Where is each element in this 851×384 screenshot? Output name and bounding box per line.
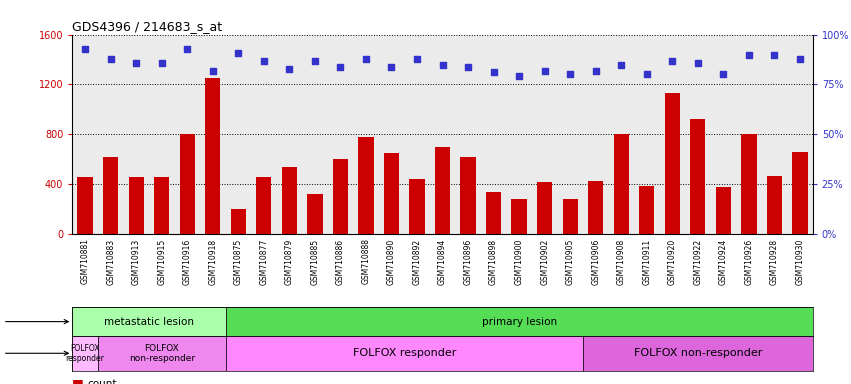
Point bbox=[793, 55, 807, 61]
Bar bbox=[741, 134, 757, 234]
Bar bbox=[226, 336, 583, 371]
Point bbox=[768, 51, 781, 58]
Bar bbox=[716, 187, 731, 234]
Text: primary lesion: primary lesion bbox=[482, 316, 557, 327]
Bar bbox=[307, 194, 323, 234]
Bar bbox=[767, 175, 782, 234]
Point bbox=[78, 45, 92, 51]
Bar bbox=[639, 185, 654, 234]
Text: GDS4396 / 214683_s_at: GDS4396 / 214683_s_at bbox=[72, 20, 222, 33]
Bar bbox=[511, 199, 527, 234]
Point bbox=[308, 58, 322, 64]
Point bbox=[665, 58, 679, 64]
Bar bbox=[226, 307, 813, 336]
Point bbox=[563, 71, 577, 78]
Point bbox=[359, 55, 373, 61]
Bar bbox=[792, 152, 808, 234]
Point bbox=[334, 63, 347, 70]
Bar bbox=[231, 209, 246, 234]
Point bbox=[717, 71, 730, 78]
Point bbox=[206, 68, 220, 74]
Bar bbox=[154, 177, 169, 234]
Bar bbox=[72, 336, 98, 371]
Text: FOLFOX non-responder: FOLFOX non-responder bbox=[634, 348, 762, 358]
Bar bbox=[205, 78, 220, 234]
Bar bbox=[98, 336, 226, 371]
Bar bbox=[665, 93, 680, 234]
Bar bbox=[409, 179, 425, 234]
Point bbox=[589, 68, 603, 74]
Text: ■: ■ bbox=[72, 377, 84, 384]
Text: metastatic lesion: metastatic lesion bbox=[104, 316, 194, 327]
Bar bbox=[333, 159, 348, 234]
Bar bbox=[256, 177, 271, 234]
Bar bbox=[282, 167, 297, 234]
Text: FOLFOX
responder: FOLFOX responder bbox=[66, 344, 105, 363]
Bar bbox=[588, 180, 603, 234]
Point bbox=[257, 58, 271, 64]
Bar bbox=[103, 157, 118, 234]
Point bbox=[614, 61, 628, 68]
Bar bbox=[460, 157, 476, 234]
Point bbox=[283, 65, 296, 71]
Bar bbox=[486, 192, 501, 234]
Bar bbox=[563, 199, 578, 234]
Point bbox=[640, 71, 654, 78]
Bar bbox=[435, 147, 450, 234]
Bar bbox=[180, 134, 195, 234]
Text: FOLFOX
non-responder: FOLFOX non-responder bbox=[129, 344, 195, 363]
Point bbox=[155, 60, 168, 66]
Point bbox=[691, 60, 705, 66]
Bar bbox=[690, 119, 705, 234]
Bar bbox=[77, 177, 93, 234]
Point bbox=[231, 50, 245, 56]
Text: individual: individual bbox=[0, 348, 68, 358]
Point bbox=[410, 55, 424, 61]
Text: FOLFOX responder: FOLFOX responder bbox=[352, 348, 456, 358]
Bar bbox=[583, 336, 813, 371]
Point bbox=[180, 45, 194, 51]
Point bbox=[385, 63, 398, 70]
Point bbox=[461, 63, 475, 70]
Point bbox=[487, 70, 500, 76]
Bar bbox=[537, 182, 552, 234]
Point bbox=[104, 55, 117, 61]
Point bbox=[512, 73, 526, 79]
Point bbox=[129, 60, 143, 66]
Point bbox=[436, 61, 449, 68]
Point bbox=[538, 68, 551, 74]
Bar bbox=[129, 177, 144, 234]
Bar bbox=[358, 137, 374, 234]
Bar bbox=[384, 153, 399, 234]
Text: specimen: specimen bbox=[0, 316, 68, 327]
Text: count: count bbox=[88, 379, 117, 384]
Point bbox=[742, 51, 756, 58]
Bar bbox=[72, 307, 226, 336]
Bar bbox=[614, 134, 629, 234]
